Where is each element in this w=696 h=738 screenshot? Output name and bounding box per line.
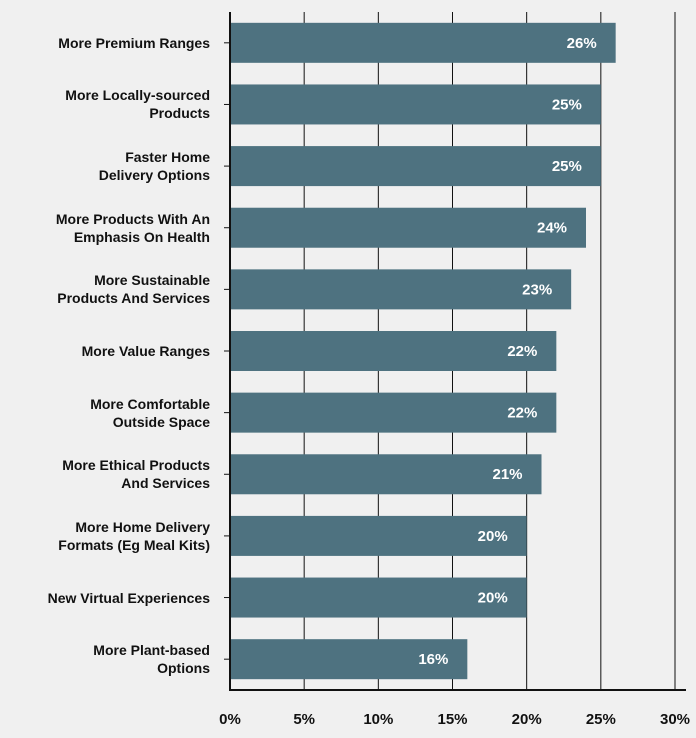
value-label: 24% <box>537 220 567 237</box>
value-label: 25% <box>552 158 582 175</box>
y-tick-label: New Virtual Experiences <box>47 589 210 606</box>
x-tick-label: 20% <box>512 711 542 728</box>
y-tick-label: More Value Ranges <box>81 343 210 359</box>
value-label: 22% <box>507 343 537 360</box>
y-tick-label: More Products With An Emphasis On Health <box>55 210 210 245</box>
value-label: 26% <box>567 35 597 52</box>
x-tick-label: 30% <box>660 711 690 728</box>
y-tick-label: More Plant-based Options <box>93 642 210 677</box>
value-label: 22% <box>507 405 537 422</box>
bar <box>230 454 542 495</box>
x-tick-label: 25% <box>586 711 616 728</box>
value-label: 25% <box>552 96 582 113</box>
value-label: 16% <box>418 651 448 668</box>
bar <box>230 146 601 187</box>
value-label: 20% <box>478 590 508 607</box>
y-tick-label: More Premium Ranges <box>58 34 210 51</box>
bar <box>230 577 527 618</box>
y-tick-label: More Comfortable Outside Space <box>90 395 210 430</box>
x-tick-label: 0% <box>219 711 241 728</box>
x-tick-label: 10% <box>363 711 393 728</box>
y-tick-label: Faster Home Delivery Options <box>98 149 210 184</box>
bar <box>230 331 557 371</box>
bar <box>230 392 557 433</box>
bar <box>230 84 601 125</box>
x-tick-label: 15% <box>437 711 467 728</box>
bar <box>230 269 572 310</box>
y-tick-label: More Locally-sourced Products <box>65 87 210 122</box>
y-tick-label: More Sustainable Products And Services <box>57 272 210 307</box>
value-label: 20% <box>478 528 508 545</box>
bar <box>230 639 468 680</box>
bar <box>230 515 527 556</box>
value-label: 21% <box>492 466 522 483</box>
bar <box>230 22 616 63</box>
bar <box>230 207 586 248</box>
value-label: 23% <box>522 281 552 298</box>
y-tick-label: More Home Delivery Formats (Eg Meal Kits… <box>58 518 210 553</box>
y-tick-label: More Ethical Products And Services <box>62 457 210 492</box>
x-tick-label: 5% <box>293 711 315 728</box>
